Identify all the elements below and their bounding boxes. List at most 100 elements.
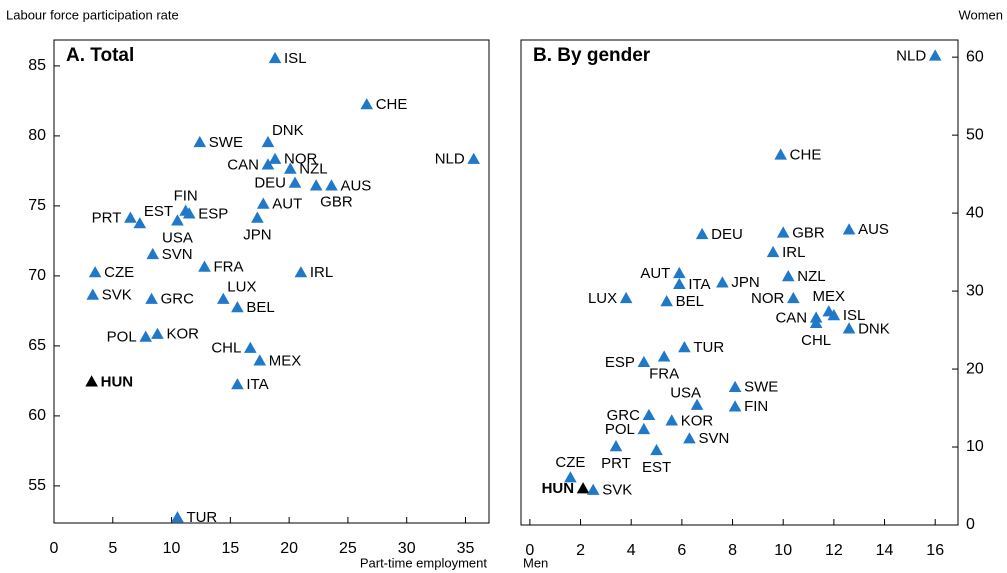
marker (261, 135, 275, 148)
marker (774, 148, 787, 160)
point-label: PRT (92, 209, 122, 226)
marker (467, 152, 481, 164)
marker (360, 98, 374, 110)
point-label: SWE (744, 379, 778, 396)
panel-title: A. Total (66, 45, 134, 66)
point-label: FIN (174, 187, 198, 204)
marker (231, 301, 244, 313)
point-label: AUT (640, 265, 670, 282)
marker (216, 292, 230, 304)
marker (268, 152, 282, 164)
marker (690, 398, 704, 410)
marker (288, 176, 302, 188)
point-label: EST (144, 203, 173, 220)
plot-frame (53, 39, 490, 524)
point-label: JPN (731, 274, 759, 291)
point-label: AUT (272, 195, 302, 212)
point-label: KOR (166, 326, 199, 343)
point-label: SVN (162, 246, 193, 263)
point-label: NOR (751, 290, 785, 307)
point-label: CAN (227, 156, 259, 173)
marker (665, 414, 679, 426)
y-tick-label: 60 (966, 48, 984, 65)
point-label: CZE (104, 264, 134, 281)
x-axis-label: Men (523, 555, 548, 570)
point-label: SVN (698, 430, 729, 447)
marker (619, 291, 633, 304)
plot-frame (520, 39, 959, 526)
point-label: MEX (269, 352, 302, 369)
point-label: GBR (320, 193, 353, 210)
point-label: NLD (896, 47, 926, 64)
marker (133, 217, 147, 229)
point-label: IRL (782, 244, 805, 261)
point-label: POL (605, 421, 635, 438)
point-label: SVK (102, 286, 132, 303)
marker (85, 375, 98, 387)
x-tick-label: 4 (627, 542, 636, 559)
marker (673, 266, 686, 279)
marker (660, 294, 673, 307)
y-tick-label: 75 (28, 197, 46, 214)
marker (182, 207, 196, 219)
marker (124, 211, 137, 223)
point-label: FRA (213, 258, 243, 275)
marker (642, 408, 656, 421)
point-label: SVK (602, 482, 632, 499)
x-tick-label: 10 (163, 540, 181, 557)
marker (637, 422, 651, 435)
marker (145, 292, 158, 304)
marker (251, 211, 264, 223)
marker (609, 440, 623, 452)
point-label: POL (107, 328, 137, 345)
point-label: BEL (246, 299, 274, 316)
point-label: GRC (607, 407, 641, 424)
point-label: NZL (797, 268, 825, 285)
point-label: AUS (858, 221, 889, 238)
y-tick-label: 65 (28, 337, 46, 354)
marker (171, 214, 184, 226)
marker (151, 327, 164, 339)
y-tick-label: 80 (28, 127, 46, 144)
marker (683, 432, 696, 444)
marker (657, 350, 671, 362)
x-tick-label: 6 (677, 542, 686, 559)
x-tick-label: 15 (221, 540, 239, 557)
marker (198, 260, 211, 272)
x-tick-label: 30 (398, 540, 416, 557)
point-label: MEX (813, 288, 846, 305)
marker (294, 266, 308, 278)
point-label: CZE (555, 454, 585, 471)
marker (728, 380, 742, 392)
point-label: GBR (792, 224, 825, 241)
marker (88, 266, 102, 278)
marker (231, 378, 244, 390)
y-tick-label: 20 (966, 360, 984, 377)
point-label: DNK (858, 320, 890, 337)
marker (139, 330, 153, 342)
y-axis-label: Labour force participation rate (6, 7, 179, 22)
point-label: ISL (284, 50, 307, 67)
point-label: LUX (588, 290, 617, 307)
marker (716, 276, 729, 288)
point-label: FIN (744, 398, 768, 415)
y-tick-label: 0 (966, 516, 975, 533)
point-label: AUS (340, 177, 371, 194)
point-label: PRT (601, 455, 631, 472)
marker (827, 309, 841, 321)
marker (650, 443, 663, 456)
point-label: ESP (198, 205, 228, 222)
point-label: DEU (254, 174, 286, 191)
x-tick-label: 0 (525, 542, 534, 559)
point-label: ITA (688, 276, 710, 293)
y-tick-label: 70 (28, 267, 46, 284)
point-label: KOR (681, 412, 714, 429)
marker (253, 354, 267, 366)
marker (193, 135, 207, 148)
point-label: BEL (676, 293, 704, 310)
marker (564, 471, 577, 483)
marker (309, 179, 323, 191)
point-label: JPN (243, 226, 271, 243)
point-label: IRL (310, 264, 333, 281)
